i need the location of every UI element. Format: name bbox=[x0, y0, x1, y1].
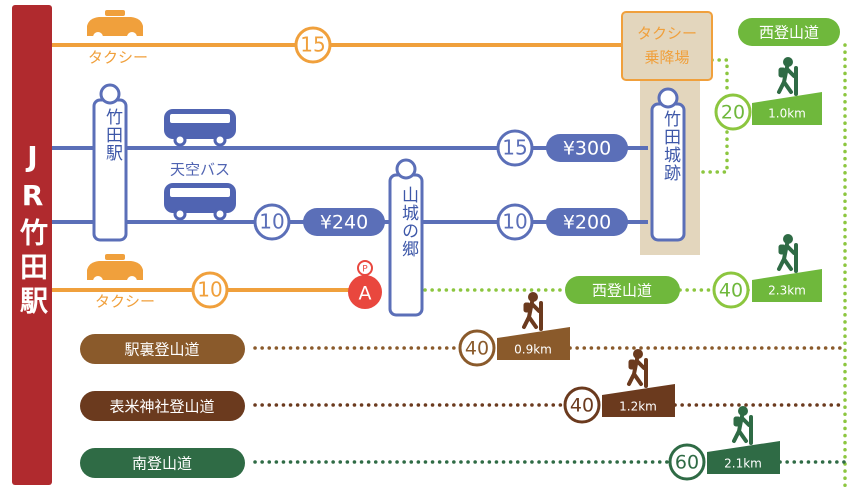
bus-icon bbox=[162, 181, 238, 221]
parking-icon: P bbox=[362, 265, 368, 275]
stop-name: 竹田駅 bbox=[102, 108, 122, 162]
hike-badge: 60 2.1km bbox=[668, 404, 780, 481]
time: 15 bbox=[300, 33, 325, 57]
trail-name: 南登山道 bbox=[132, 455, 192, 473]
time: 10 bbox=[259, 210, 284, 234]
time: 40 bbox=[465, 338, 489, 360]
bus-label: 天空バス bbox=[170, 161, 230, 179]
hike-badge: 40 2.3km bbox=[712, 232, 822, 309]
time: 20 bbox=[721, 102, 745, 124]
fare: ¥240 bbox=[320, 212, 368, 234]
hike-badge: 20 1.0km bbox=[714, 55, 822, 131]
parking-label: A bbox=[359, 283, 372, 305]
hike-badge: 40 0.9km bbox=[458, 290, 570, 367]
distance: 2.1km bbox=[724, 457, 762, 471]
time: 40 bbox=[719, 280, 743, 302]
taxi-icon bbox=[87, 254, 143, 286]
trail-name: 西登山道 bbox=[759, 24, 819, 42]
fare: ¥200 bbox=[563, 212, 611, 234]
time: 40 bbox=[570, 395, 594, 417]
taxi-stand-label: 乗降場 bbox=[644, 49, 689, 67]
station-name: JR竹田駅 bbox=[16, 140, 49, 320]
taxi-stand bbox=[621, 11, 713, 81]
bus-stop-signs bbox=[92, 83, 686, 317]
trail-name: 駅裏登山道 bbox=[124, 341, 199, 359]
hike-badge: 40 1.2km bbox=[563, 347, 675, 424]
distance: 2.3km bbox=[768, 284, 806, 298]
fare: ¥300 bbox=[563, 138, 611, 160]
taxi-stand-label: タクシー bbox=[637, 25, 697, 43]
parking-marker bbox=[348, 275, 382, 309]
trail-name: 表米神社登山道 bbox=[109, 398, 214, 416]
stop-name: 山城の郷 bbox=[398, 186, 418, 258]
taxi-icon bbox=[87, 10, 143, 42]
distance: 1.0km bbox=[768, 107, 806, 121]
time: 15 bbox=[502, 136, 527, 160]
taxi-label: タクシー bbox=[95, 293, 155, 311]
bus-icon bbox=[162, 107, 238, 147]
distance: 1.2km bbox=[619, 400, 657, 414]
stop-name: 竹田城跡 bbox=[660, 110, 680, 182]
taxi-label: タクシー bbox=[88, 49, 148, 67]
time: 10 bbox=[197, 278, 222, 302]
time: 10 bbox=[502, 210, 527, 234]
distance: 0.9km bbox=[514, 343, 552, 357]
time: 60 bbox=[675, 452, 699, 474]
trail-name: 西登山道 bbox=[592, 282, 652, 300]
station-bar bbox=[12, 5, 52, 485]
